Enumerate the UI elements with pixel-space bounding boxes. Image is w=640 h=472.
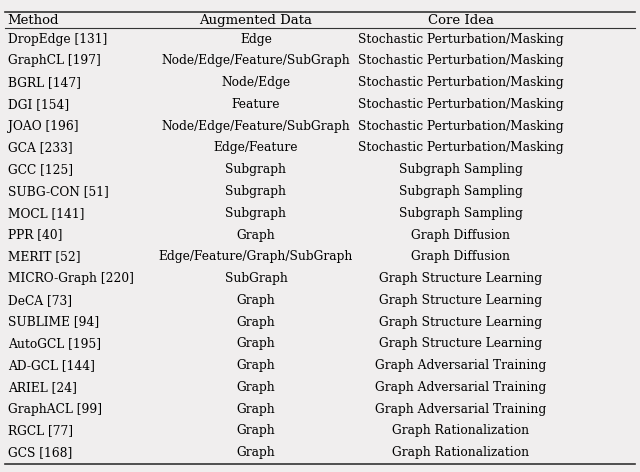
Text: SUBG-CON [51]: SUBG-CON [51] [8, 185, 108, 198]
Text: Graph: Graph [237, 337, 275, 350]
Text: Node/Edge/Feature/SubGraph: Node/Edge/Feature/SubGraph [162, 54, 350, 67]
Text: MOCL [141]: MOCL [141] [8, 207, 84, 220]
Text: DGI [154]: DGI [154] [8, 98, 69, 111]
Text: GCA [233]: GCA [233] [8, 142, 72, 154]
Text: Core Idea: Core Idea [428, 14, 494, 27]
Text: Subgraph Sampling: Subgraph Sampling [399, 185, 523, 198]
Text: Graph: Graph [237, 403, 275, 416]
Text: Graph Adversarial Training: Graph Adversarial Training [375, 381, 547, 394]
Text: Graph: Graph [237, 294, 275, 307]
Text: GraphCL [197]: GraphCL [197] [8, 54, 100, 67]
Text: Graph Structure Learning: Graph Structure Learning [380, 337, 542, 350]
Text: Stochastic Perturbation/Masking: Stochastic Perturbation/Masking [358, 120, 564, 133]
Text: Node/Edge: Node/Edge [221, 76, 291, 89]
Text: MICRO-Graph [220]: MICRO-Graph [220] [8, 272, 134, 285]
Text: AD-GCL [144]: AD-GCL [144] [8, 359, 95, 372]
Text: Stochastic Perturbation/Masking: Stochastic Perturbation/Masking [358, 142, 564, 154]
Text: Subgraph Sampling: Subgraph Sampling [399, 163, 523, 176]
Text: Graph: Graph [237, 359, 275, 372]
Text: Subgraph: Subgraph [225, 185, 287, 198]
Text: Edge/Feature/Graph/SubGraph: Edge/Feature/Graph/SubGraph [159, 250, 353, 263]
Text: SubGraph: SubGraph [225, 272, 287, 285]
Text: SUBLIME [94]: SUBLIME [94] [8, 316, 99, 329]
Text: Graph Structure Learning: Graph Structure Learning [380, 316, 542, 329]
Text: Edge: Edge [240, 33, 272, 46]
Text: Graph: Graph [237, 424, 275, 438]
Text: JOAO [196]: JOAO [196] [8, 120, 78, 133]
Text: Graph: Graph [237, 316, 275, 329]
Text: Stochastic Perturbation/Masking: Stochastic Perturbation/Masking [358, 98, 564, 111]
Text: Edge/Feature: Edge/Feature [214, 142, 298, 154]
Text: Graph Rationalization: Graph Rationalization [392, 424, 529, 438]
Text: Graph Adversarial Training: Graph Adversarial Training [375, 403, 547, 416]
Text: Graph Diffusion: Graph Diffusion [412, 228, 510, 242]
Text: Graph Rationalization: Graph Rationalization [392, 446, 529, 459]
Text: Graph Structure Learning: Graph Structure Learning [380, 294, 542, 307]
Text: Graph: Graph [237, 446, 275, 459]
Text: Method: Method [8, 14, 59, 27]
Text: Stochastic Perturbation/Masking: Stochastic Perturbation/Masking [358, 54, 564, 67]
Text: Graph Structure Learning: Graph Structure Learning [380, 272, 542, 285]
Text: Node/Edge/Feature/SubGraph: Node/Edge/Feature/SubGraph [162, 120, 350, 133]
Text: Stochastic Perturbation/Masking: Stochastic Perturbation/Masking [358, 76, 564, 89]
Text: Augmented Data: Augmented Data [200, 14, 312, 27]
Text: DeCA [73]: DeCA [73] [8, 294, 72, 307]
Text: ARIEL [24]: ARIEL [24] [8, 381, 77, 394]
Text: Stochastic Perturbation/Masking: Stochastic Perturbation/Masking [358, 33, 564, 46]
Text: Subgraph: Subgraph [225, 207, 287, 220]
Text: AutoGCL [195]: AutoGCL [195] [8, 337, 100, 350]
Text: Graph: Graph [237, 228, 275, 242]
Text: BGRL [147]: BGRL [147] [8, 76, 81, 89]
Text: Feature: Feature [232, 98, 280, 111]
Text: GCS [168]: GCS [168] [8, 446, 72, 459]
Text: Graph Diffusion: Graph Diffusion [412, 250, 510, 263]
Text: GraphACL [99]: GraphACL [99] [8, 403, 102, 416]
Text: DropEdge [131]: DropEdge [131] [8, 33, 107, 46]
Text: Graph: Graph [237, 381, 275, 394]
Text: Subgraph: Subgraph [225, 163, 287, 176]
Text: MERIT [52]: MERIT [52] [8, 250, 80, 263]
Text: RGCL [77]: RGCL [77] [8, 424, 73, 438]
Text: Graph Adversarial Training: Graph Adversarial Training [375, 359, 547, 372]
Text: Subgraph Sampling: Subgraph Sampling [399, 207, 523, 220]
Text: GCC [125]: GCC [125] [8, 163, 73, 176]
Text: PPR [40]: PPR [40] [8, 228, 62, 242]
